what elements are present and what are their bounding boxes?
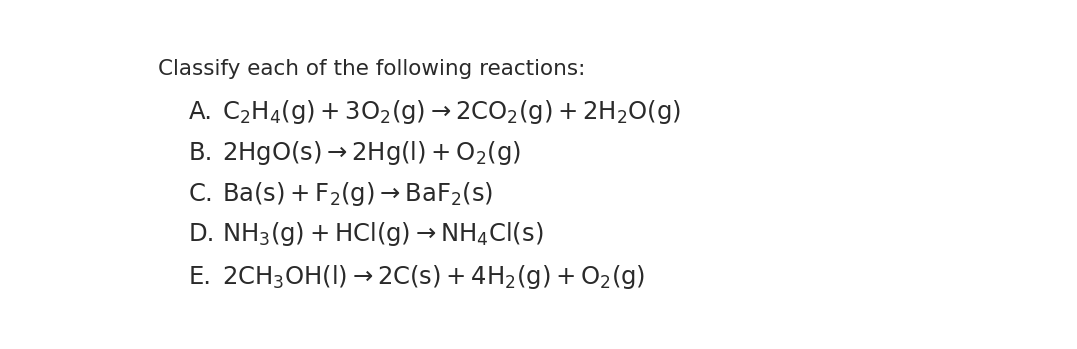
Text: E.: E. [188, 265, 212, 289]
Text: B.: B. [188, 141, 213, 165]
Text: $\mathrm{C_2H_4(g) + 3O_2(g){\rightarrow}2CO_2(g) + 2H_2O(g)}$: $\mathrm{C_2H_4(g) + 3O_2(g){\rightarrow… [222, 98, 682, 126]
Text: $\mathrm{2HgO(s){\rightarrow}2Hg(l) + O_2(g)}$: $\mathrm{2HgO(s){\rightarrow}2Hg(l) + O_… [222, 139, 521, 168]
Text: A.: A. [188, 100, 213, 124]
Text: Classify each of the following reactions:: Classify each of the following reactions… [158, 59, 586, 79]
Text: $\mathrm{Ba(s) + F_2(g){\rightarrow}BaF_2(s)}$: $\mathrm{Ba(s) + F_2(g){\rightarrow}BaF_… [222, 180, 493, 208]
Text: $\mathrm{NH_3(g) + HCl(g){\rightarrow}NH_4Cl(s)}$: $\mathrm{NH_3(g) + HCl(g){\rightarrow}NH… [222, 220, 544, 248]
Text: D.: D. [188, 222, 215, 246]
Text: $\mathrm{2CH_3OH(l){\rightarrow}2C(s) + 4H_2(g) + O_2(g)}$: $\mathrm{2CH_3OH(l){\rightarrow}2C(s) + … [222, 263, 645, 291]
Text: C.: C. [188, 182, 213, 206]
